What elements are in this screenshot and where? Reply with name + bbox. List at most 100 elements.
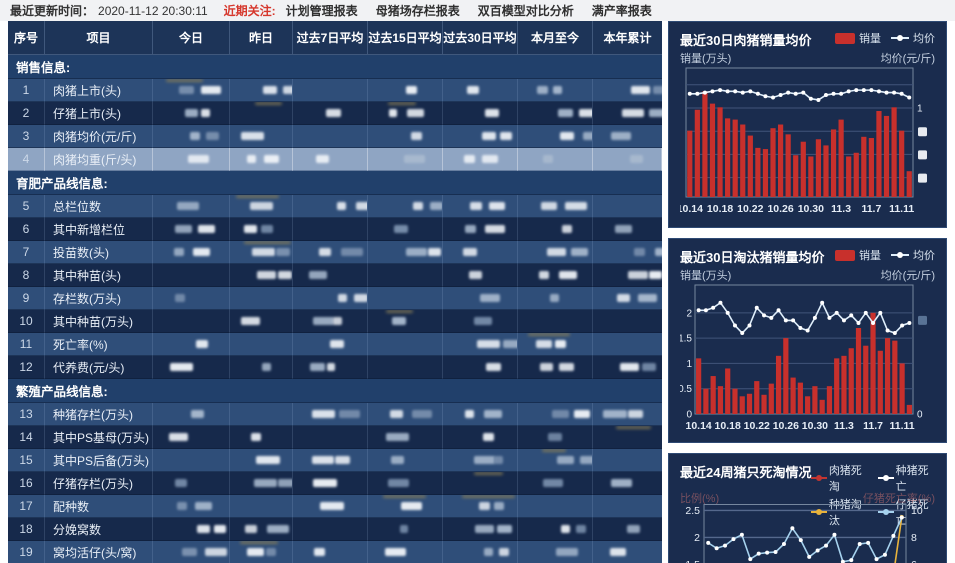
table-row[interactable]: 15 其中PS后备(万头) (8, 449, 662, 472)
redacted-value (384, 548, 407, 556)
redacted-value (275, 248, 290, 256)
table-row[interactable]: 11 死亡率(%) (8, 333, 662, 356)
redacted-value (465, 410, 475, 418)
redacted-value (500, 132, 513, 140)
data-cell-redacted (293, 472, 368, 495)
legend-label: 均价 (913, 33, 935, 45)
legend-item-price[interactable]: 均价 (891, 30, 935, 46)
legend-item-2[interactable]: 种猪死亡 (878, 462, 935, 494)
redacted-value (174, 479, 187, 487)
data-cell-redacted (593, 310, 662, 333)
svg-text:10.26: 10.26 (767, 203, 793, 215)
data-cell-redacted (153, 125, 230, 148)
table-row[interactable]: 19 窝均活仔(头/窝) (8, 541, 662, 563)
svg-text:11.11: 11.11 (890, 420, 915, 432)
legend-item-sales[interactable]: 销量 (835, 247, 881, 263)
table-row[interactable]: 5 总栏位数 (8, 195, 662, 218)
table-row[interactable]: 9 存栏数(万头) (8, 287, 662, 310)
topbar: 最近更新时间： 2020-11-12 20:30:11 近期关注: 计划管理报表… (0, 0, 955, 21)
redacted-value (240, 132, 264, 140)
data-cell-redacted (230, 310, 293, 333)
data-cell-redacted (443, 449, 518, 472)
redacted-value (649, 109, 662, 117)
data-cell-redacted (518, 148, 593, 171)
table-row[interactable]: 3 肉猪均价(元/斤) (8, 125, 662, 148)
table-row[interactable]: 13 种猪存栏(万头) (8, 403, 662, 426)
redacted-value (547, 433, 563, 441)
data-cell-redacted (293, 333, 368, 356)
data-cell-redacted (230, 287, 293, 310)
top-menu-item-3[interactable]: 双百模型对比分析 (477, 4, 574, 18)
legend-item-3[interactable]: 种猪淘汰 (811, 496, 868, 528)
header-cell: 项目 (45, 21, 153, 55)
top-menu-item-4[interactable]: 满产率报表 (591, 4, 652, 18)
redacted-value (468, 271, 482, 279)
redacted-value (498, 548, 509, 556)
redacted-value (611, 132, 631, 140)
redacted-value (310, 363, 326, 371)
redacted-value (631, 86, 650, 94)
legend-item-1[interactable]: 肉猪死淘 (811, 462, 868, 494)
svg-text:0: 0 (917, 410, 923, 421)
redacted-smear (615, 426, 652, 429)
redacted-value (564, 202, 587, 210)
redacted-value (256, 456, 280, 464)
table-row[interactable]: 18 分娩窝数 (8, 518, 662, 541)
data-cell-redacted (293, 264, 368, 287)
redacted-value (388, 479, 410, 487)
cull-pig-sales-chart: 10.14 10.18 10.22 10.26 10.30 11.3 11.7 11.11 2 1… (680, 284, 927, 432)
top-menu-item-1[interactable]: 计划管理报表 (285, 4, 358, 18)
redacted-value (340, 248, 363, 256)
table-row[interactable]: 14 其中PS基母(万头) (8, 426, 662, 449)
redacted-value (403, 155, 426, 163)
data-cell-redacted (230, 356, 293, 379)
table-row[interactable]: 16 仔猪存栏(万头) (8, 472, 662, 495)
item-name-cell: 肉猪均价(元/斤) (45, 125, 153, 148)
table-row[interactable]: 4 肉猪均重(斤/头) (8, 148, 662, 171)
item-name-cell: 存栏数(万头) (45, 287, 153, 310)
table-row[interactable]: 1 肉猪上市(头) (8, 79, 662, 102)
table-row[interactable]: 7 投苗数(头) (8, 241, 662, 264)
redacted-value (266, 525, 290, 533)
chart-panel-mortality: 最近24周猪只死淘情况 肉猪死淘 种猪死亡 种猪淘汰 仔猪死亡 比例(%) 仔猪死亡率… (668, 453, 947, 563)
redacted-value (485, 363, 502, 371)
focus-label: 近期关注: (223, 4, 276, 18)
data-cell-redacted (293, 148, 368, 171)
table-row[interactable]: 17 配种数 (8, 495, 662, 518)
header-cell: 昨日 (230, 21, 293, 55)
row-index-cell: 11 (8, 333, 45, 356)
redacted-value (481, 132, 497, 140)
redacted-value (488, 202, 506, 210)
legend-item-price[interactable]: 均价 (891, 247, 935, 263)
redacted-value (467, 86, 480, 94)
data-cell-redacted (593, 264, 662, 287)
redacted-value (555, 548, 578, 556)
data-cell-redacted (293, 125, 368, 148)
table-row[interactable]: 10 其中种苗(万头) (8, 310, 662, 333)
legend-item-sales[interactable]: 销量 (835, 30, 881, 46)
data-cell-redacted (293, 102, 368, 125)
data-cell-redacted (230, 541, 293, 563)
redacted-value (247, 155, 256, 163)
top-menu-item-2[interactable]: 母猪场存栏报表 (375, 4, 460, 18)
row-index-cell: 4 (8, 148, 45, 171)
chart-panel-pig-sales: 最近30日肉猪销量均价 销量均价 销量(万头) 均价(元/斤) 10.1410.… (668, 21, 947, 228)
data-cell-redacted (593, 495, 662, 518)
redacted-value (560, 525, 571, 533)
table-row[interactable]: 8 其中种苗(头) (8, 264, 662, 287)
svg-text:1.5: 1.5 (685, 559, 700, 563)
redacted-value (319, 248, 331, 256)
table-header-row: 序号 项目 今日 昨日 过去7日平均 过去15日平均 过去30日平均 本月至今 本年累计 (8, 21, 662, 55)
line-dot-icon (878, 474, 895, 482)
redacted-value (465, 225, 476, 233)
redacted-value (278, 479, 292, 487)
table-row[interactable]: 2 仔猪上市(头) (8, 102, 662, 125)
redacted-value (174, 248, 185, 256)
data-cell-redacted (153, 333, 230, 356)
data-cell-redacted (368, 264, 443, 287)
header-cell: 序号 (8, 21, 45, 55)
table-row[interactable]: 12 代养费(元/头) (8, 356, 662, 379)
redacted-value (326, 363, 336, 371)
table-row[interactable]: 6 其中新增栏位 (8, 218, 662, 241)
redacted-value (573, 410, 590, 418)
